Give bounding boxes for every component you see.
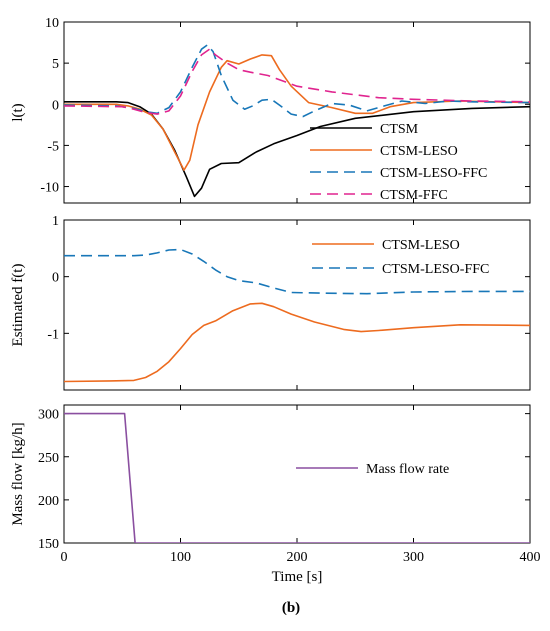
x-tick-label: 0 xyxy=(61,550,68,565)
legend-label-ctsm-leso-ffc: CTSM-LESO-FFC xyxy=(380,166,487,181)
y-tick-label: 0 xyxy=(52,271,59,286)
x-axis-label: Time [s] xyxy=(272,569,323,585)
series-line-ctsm-leso xyxy=(64,54,530,171)
plot-area xyxy=(64,412,530,543)
figure-caption: (b) xyxy=(282,600,300,616)
x-tick-label: 200 xyxy=(287,550,308,565)
y-tick-label: 1 xyxy=(52,214,59,229)
y-axis-label: Estimated f(t) xyxy=(10,264,26,347)
x-tick-label: 300 xyxy=(403,550,424,565)
y-axis-label: Mass flow [kg/h] xyxy=(10,422,26,525)
series-line-ctsm-leso-ffc xyxy=(64,248,530,295)
legend-label-ctsm-leso: CTSM-LESO xyxy=(380,144,458,159)
y-tick-label: 250 xyxy=(38,451,59,466)
y-tick-label: -1 xyxy=(47,327,59,342)
y-tick-label: -10 xyxy=(40,181,59,196)
axes-box xyxy=(63,219,531,391)
series-line-mass-flow-rate xyxy=(64,412,530,543)
series-line-ctsm-ffc xyxy=(64,48,530,115)
panel-l-t: 10 5 0 -5 -10 l(t) CTSM CTSM-LESO CTSM-LESO-FFC C… xyxy=(10,16,531,204)
y-tick-label: 5 xyxy=(52,57,59,72)
legend-label-ctsm-leso-ffc: CTSM-LESO-FFC xyxy=(382,262,489,277)
panel-mass-flow: 0 100 200 300 400 300 250 200 150 Mass flow [kg/h… xyxy=(10,404,541,585)
legend-label-ctsm-leso: CTSM-LESO xyxy=(382,238,460,253)
legend-label-mass-flow-rate: Mass flow rate xyxy=(366,462,449,477)
y-tick-label: 300 xyxy=(38,408,59,423)
legend-label-ctsm: CTSM xyxy=(380,122,419,137)
x-tick-label: 100 xyxy=(170,550,191,565)
plot-area xyxy=(64,248,530,383)
plot-area xyxy=(64,44,530,198)
series-line-ctsm-leso xyxy=(64,302,530,383)
series-line-ctsm xyxy=(64,101,530,198)
y-tick-label: -5 xyxy=(47,139,59,154)
x-tick-label: 400 xyxy=(520,550,541,565)
panel-estimated-f-t: 1 0 -1 Estimated f(t) CTSM-LESO CTSM-LESO-FFC xyxy=(10,214,531,391)
y-axis-label: l(t) xyxy=(10,103,26,121)
y-tick-label: 10 xyxy=(45,16,59,31)
legend-label-ctsm-ffc: CTSM-FFC xyxy=(380,188,448,203)
y-tick-label: 200 xyxy=(38,494,59,509)
y-tick-label: 150 xyxy=(38,537,59,552)
y-tick-label: 0 xyxy=(52,98,59,113)
series-line-ctsm-leso-ffc xyxy=(64,44,530,118)
